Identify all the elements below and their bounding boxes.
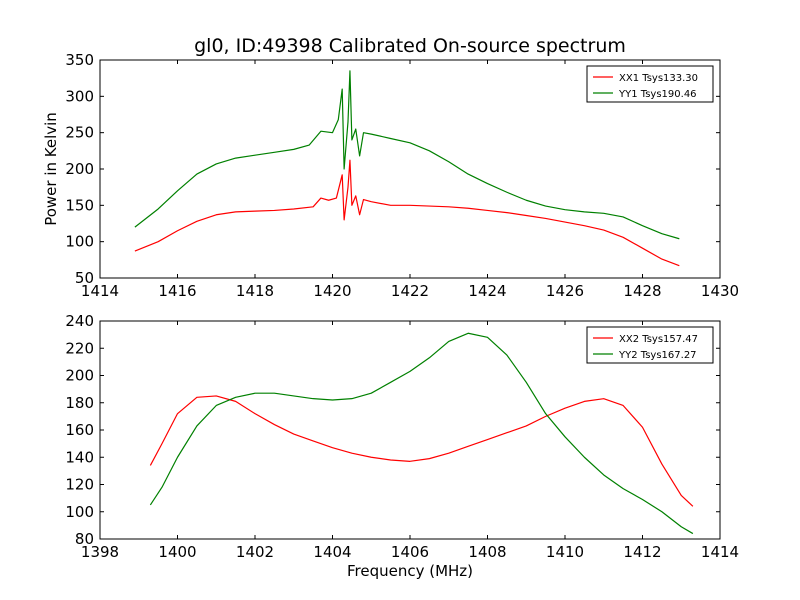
bottom-legend-label-1: XX2 Tsys157.47: [619, 334, 698, 345]
top-legend-label-2: YY1 Tsys190.46: [618, 89, 697, 100]
bottom-plot-area: 1398 1400 1402 1404 1406 1408 1410 1412 1414 80 10…: [65, 312, 739, 561]
top-y-tick-label: 100: [65, 233, 94, 251]
bottom-series-line-1: [149, 395, 694, 507]
top-y-tick-label: 200: [65, 160, 94, 178]
bottom-x-tick-label: 1408: [468, 543, 506, 561]
bottom-y-tick-label: 180: [65, 394, 94, 412]
bottom-series-line-2: [149, 332, 694, 535]
top-y-tick-label: 50: [75, 269, 94, 287]
bottom-y-tick-label: 200: [65, 367, 94, 385]
top-x-tick-label: 1424: [468, 282, 506, 300]
top-x-tick-label: 1416: [158, 282, 196, 300]
bottom-x-tick-label: 1402: [236, 543, 274, 561]
top-x-tick-label: 1414: [81, 282, 119, 300]
bottom-y-tick-label: 220: [65, 339, 94, 357]
top-plot-area: 1414 1416 1418 1420 1422 1424 1426 1428 1430 50 10…: [65, 51, 739, 300]
bottom-legend-box: [586, 326, 714, 364]
bottom-legend: XX2 Tsys157.47 YY2 Tsys167.27: [586, 326, 714, 364]
top-series-line-1: [134, 159, 680, 267]
top-y-tick-label: 300: [65, 87, 94, 105]
bottom-y-tick-label: 100: [65, 503, 94, 521]
bottom-x-tick-label: 1414: [701, 543, 739, 561]
top-x-tick-label: 1428: [623, 282, 661, 300]
top-y-tick-label: 150: [65, 196, 94, 214]
bottom-x-tick-label: 1400: [158, 543, 196, 561]
bottom-x-tick-label: 1412: [623, 543, 661, 561]
bottom-y-tick-label: 140: [65, 448, 94, 466]
top-chart: gl0, ID:49398 Calibrated On-source spect…: [42, 35, 739, 300]
top-series-line-2: [134, 70, 680, 240]
bottom-x-tick-label: 1404: [313, 543, 351, 561]
top-x-tick-label: 1430: [701, 282, 739, 300]
chart-title: gl0, ID:49398 Calibrated On-source spect…: [194, 35, 626, 57]
bottom-y-tick-label: 160: [65, 421, 94, 439]
bottom-y-tick-label: 120: [65, 476, 94, 494]
top-x-tick-label: 1422: [391, 282, 429, 300]
bottom-x-tick-label: 1406: [391, 543, 429, 561]
top-y-tick-label: 350: [65, 51, 94, 69]
bottom-x-tick-label: 1410: [546, 543, 584, 561]
bottom-x-tick-label: 1398: [81, 543, 119, 561]
bottom-x-axis-label: Frequency (MHz): [347, 562, 473, 580]
top-legend-label-1: XX1 Tsys133.30: [619, 73, 698, 84]
top-legend-box: [586, 65, 714, 103]
bottom-legend-label-2: YY2 Tsys167.27: [618, 350, 697, 361]
top-y-axis-label: Power in Kelvin: [42, 112, 60, 226]
top-x-tick-label: 1426: [546, 282, 584, 300]
top-legend: XX1 Tsys133.30 YY1 Tsys190.46: [586, 65, 714, 103]
bottom-y-tick-label: 240: [65, 312, 94, 330]
top-y-tick-label: 250: [65, 124, 94, 142]
bottom-chart: Frequency (MHz) 1398 1400 1402 1404 1406 1408…: [65, 312, 739, 580]
top-x-tick-label: 1420: [313, 282, 351, 300]
bottom-y-tick-label: 80: [75, 530, 94, 548]
top-x-tick-label: 1418: [236, 282, 274, 300]
